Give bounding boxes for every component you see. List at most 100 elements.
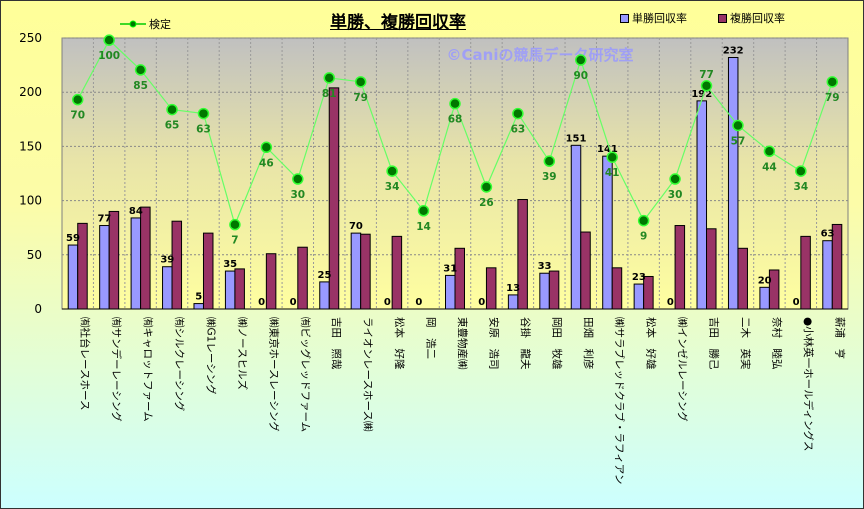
bar-place bbox=[548, 270, 560, 310]
bar-win bbox=[759, 286, 770, 310]
x-tick-label: ㈱G1レーシング bbox=[204, 317, 217, 395]
bar-win bbox=[67, 244, 79, 310]
line-point-label: 39 bbox=[542, 171, 557, 183]
win-swatch-icon bbox=[620, 13, 629, 23]
line-point-label: 63 bbox=[511, 124, 526, 136]
bar-place bbox=[360, 233, 371, 310]
bar-win-label: 39 bbox=[160, 255, 174, 266]
x-tick-label: 松本 好隆 bbox=[393, 317, 406, 370]
bar-place bbox=[234, 268, 245, 310]
bar-win bbox=[696, 100, 708, 310]
bar-win-label: 70 bbox=[349, 221, 363, 232]
bar-win-label: 84 bbox=[129, 206, 143, 217]
x-tick-label: ㈲社台レースホース bbox=[79, 317, 92, 410]
line-point bbox=[103, 34, 115, 46]
line-point bbox=[71, 93, 84, 106]
line-point-label: 70 bbox=[70, 110, 85, 122]
x-tick-label: 安原 浩司 bbox=[487, 317, 500, 370]
bar-place bbox=[108, 210, 120, 310]
line-point bbox=[606, 151, 618, 163]
y-tick-label: 100 bbox=[19, 194, 42, 208]
bar-win-label: 5 bbox=[195, 292, 202, 303]
legend-item-win: 単勝回収率 bbox=[620, 10, 687, 26]
bar-win bbox=[193, 303, 204, 310]
legend-label: 単勝回収率 bbox=[632, 12, 687, 25]
bar-win-label: 0 bbox=[384, 297, 391, 308]
bar-win-label: 77 bbox=[97, 214, 111, 225]
bar-win bbox=[224, 270, 236, 310]
x-tick-label: ㈲シルクレーシング bbox=[173, 317, 186, 412]
line-point-label: 77 bbox=[699, 69, 714, 81]
line-point-label: 57 bbox=[731, 135, 746, 147]
bar-win bbox=[727, 57, 739, 310]
line-point-label: 63 bbox=[196, 124, 211, 136]
bar-win-label: 0 bbox=[478, 297, 485, 308]
line-point bbox=[669, 173, 681, 185]
x-tick-label: ㈲キャロットファーム bbox=[142, 317, 154, 422]
bar-win bbox=[445, 274, 456, 310]
line-point bbox=[354, 76, 367, 88]
line-point bbox=[449, 97, 461, 110]
bar-place bbox=[611, 267, 623, 310]
x-tick-label: ㈲ビッグレッドファーム bbox=[299, 317, 312, 432]
bar-place bbox=[140, 206, 151, 310]
line-legend-icon bbox=[120, 20, 146, 28]
y-tick-label: 0 bbox=[34, 302, 42, 316]
line-point-label: 34 bbox=[794, 181, 809, 193]
line-point-label: 65 bbox=[165, 120, 180, 132]
line-point-label: 34 bbox=[385, 181, 400, 193]
x-tick-label: 谷掛 龍夫 bbox=[519, 317, 532, 370]
y-tick-label: 50 bbox=[27, 248, 42, 262]
bar-win-label: 63 bbox=[821, 229, 835, 240]
bar-win-label: 31 bbox=[443, 263, 457, 274]
bar-win-label: 20 bbox=[758, 275, 772, 286]
bar-place bbox=[580, 231, 591, 310]
bar-win bbox=[130, 217, 142, 310]
line-point-label: 81 bbox=[322, 88, 337, 100]
line-point-label: 41 bbox=[605, 167, 620, 179]
y-tick-label: 250 bbox=[19, 31, 42, 45]
bar-place bbox=[202, 232, 214, 310]
bar-place bbox=[737, 247, 748, 310]
x-tick-label: 二木 英実 bbox=[739, 317, 752, 370]
line-point bbox=[826, 76, 839, 88]
bar-win bbox=[539, 272, 550, 310]
line-point-label: 7 bbox=[231, 235, 238, 247]
bar-win-label: 35 bbox=[223, 259, 237, 270]
bar-win-label: 0 bbox=[290, 297, 297, 308]
line-point-label: 90 bbox=[573, 70, 588, 82]
line-point-label: 26 bbox=[479, 197, 494, 209]
bar-win-label: 25 bbox=[318, 270, 332, 281]
line-point bbox=[637, 214, 650, 227]
x-tick-label: ㈱インゼルレーシング bbox=[676, 317, 689, 422]
bar-win bbox=[633, 283, 645, 310]
line-point bbox=[292, 173, 304, 185]
bar-win-label: 151 bbox=[566, 133, 587, 144]
bar-win bbox=[99, 225, 110, 310]
line-point bbox=[575, 54, 587, 66]
bar-win-label: 23 bbox=[632, 272, 646, 283]
legend-label: 検定 bbox=[149, 18, 171, 31]
line-point-label: 30 bbox=[290, 189, 305, 201]
legend-label: 複勝回収率 bbox=[730, 12, 785, 25]
line-point bbox=[543, 155, 556, 167]
bar-place bbox=[391, 235, 403, 310]
line-point-label: 79 bbox=[353, 92, 368, 104]
bar-win-label: 33 bbox=[538, 261, 552, 272]
line-point-label: 44 bbox=[762, 161, 777, 173]
bar-win bbox=[507, 294, 519, 310]
line-point bbox=[386, 165, 398, 177]
x-tick-label: 松本 好雄 bbox=[645, 317, 658, 370]
bar-win-label: 232 bbox=[723, 46, 744, 57]
place-swatch-icon bbox=[718, 13, 727, 23]
watermark: ©Caniの競馬データ研究室 bbox=[447, 46, 634, 64]
x-tick-label: 東豊物産㈱ bbox=[456, 317, 469, 370]
bar-win bbox=[319, 281, 330, 310]
bar-win bbox=[162, 266, 173, 310]
line-point bbox=[166, 103, 178, 116]
bar-win-label: 0 bbox=[667, 297, 674, 308]
x-tick-label: ㈱サラブレッドクラブ・ラフィアン bbox=[613, 317, 626, 484]
bar-win-label: 0 bbox=[415, 297, 422, 308]
